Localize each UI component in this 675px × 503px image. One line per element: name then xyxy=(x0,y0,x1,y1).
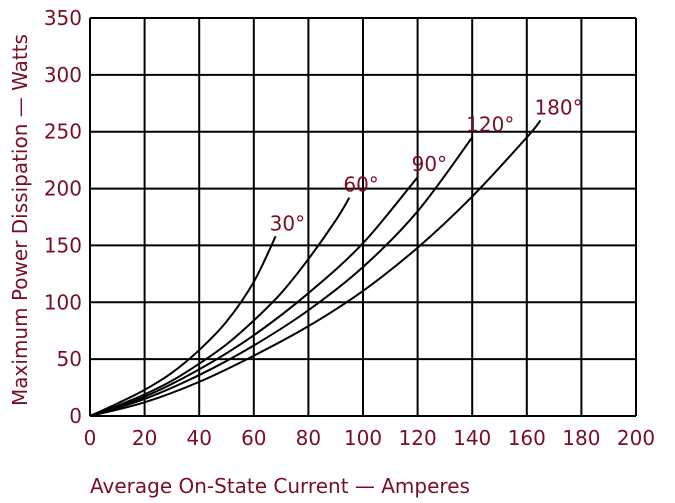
x-tick-label-80: 80 xyxy=(296,426,321,450)
y-tick-label-150: 150 xyxy=(44,233,82,257)
series-line-0 xyxy=(89,235,277,417)
series-line-2 xyxy=(89,176,419,417)
curve-labels: 30° 60° 90° 120° 180° xyxy=(270,95,583,235)
curves xyxy=(89,119,542,417)
x-tick-label-180: 180 xyxy=(562,426,600,450)
series-label-0: 30° xyxy=(270,211,305,235)
series-line-4 xyxy=(89,119,542,417)
x-tick-label-40: 40 xyxy=(186,426,211,450)
x-tick-label-100: 100 xyxy=(344,426,382,450)
x-tick-label-200: 200 xyxy=(617,426,655,450)
y-tick-label-200: 200 xyxy=(44,177,82,201)
y-tick-label-350: 350 xyxy=(44,6,82,30)
x-tick-label-140: 140 xyxy=(453,426,491,450)
y-tick-label-0: 0 xyxy=(69,404,82,428)
x-axis-title: Average On-State Current — Amperes xyxy=(90,474,470,498)
y-axis-title: Maximum Power Dissipation — Watts xyxy=(8,34,32,406)
series-line-1 xyxy=(89,197,351,417)
y-tick-label-250: 250 xyxy=(44,120,82,144)
series-line-3 xyxy=(89,136,474,417)
series-label-1: 60° xyxy=(343,173,378,197)
x-tick-label-0: 0 xyxy=(84,426,97,450)
x-tick-label-20: 20 xyxy=(132,426,157,450)
series-label-4: 180° xyxy=(534,95,582,119)
x-tick-labels: 0 20 40 60 80 100 120 140 160 180 200 xyxy=(84,426,655,450)
y-tick-label-50: 50 xyxy=(57,347,82,371)
y-tick-label-300: 300 xyxy=(44,63,82,87)
y-tick-label-100: 100 xyxy=(44,290,82,314)
series-label-3: 120° xyxy=(466,112,514,136)
x-tick-label-160: 160 xyxy=(508,426,546,450)
series-label-2: 90° xyxy=(412,152,447,176)
x-tick-label-60: 60 xyxy=(241,426,266,450)
y-tick-labels: 0 50 100 150 200 250 300 350 xyxy=(44,6,82,428)
x-tick-label-120: 120 xyxy=(399,426,437,450)
grid xyxy=(89,17,637,417)
